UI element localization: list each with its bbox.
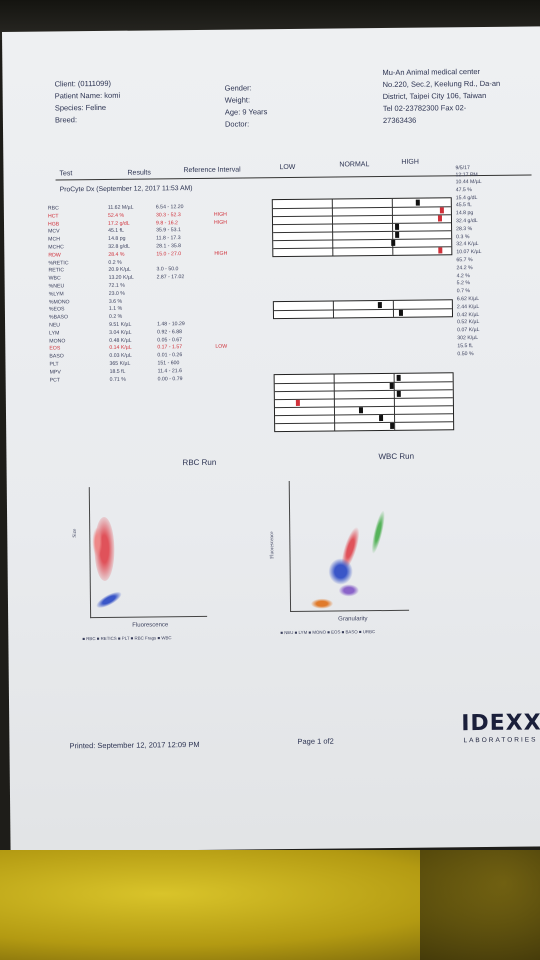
cell-flag: HIGH [213,219,228,226]
range-box-retic [272,299,454,320]
urbc-cluster [310,598,334,609]
cell-ref [156,262,214,263]
rbc-frags-cluster [92,526,103,558]
previous-result: 10.44 M/µL [455,178,482,186]
cell-test: PCT [49,376,61,384]
rbc-legend: ■ RBC ■ RETICS ■ PLT ■ RBC Frags ■ WBC [82,635,172,642]
col-test: Test [59,170,73,178]
range-marker [389,382,394,389]
range-row-divider [273,246,452,250]
page-number: Page 1 of2 [297,736,334,746]
clinic-line-4: Tel 02-23782300 Fax 02- [382,103,467,114]
col-high: HIGH [401,158,419,166]
range-row-divider [272,214,451,218]
cell-ref: 0.00 - 0.79 [157,375,183,382]
range-row-divider [273,230,452,234]
cell-ref [157,286,215,287]
wbc-xlabel: Granularity [338,616,368,623]
col-results: Results [127,169,151,177]
range-row-divider [274,397,453,401]
wbc-legend: ■ NEU ■ LYM ■ MONO ■ EOS ■ BASO ■ URBC [280,629,376,636]
range-marker [394,223,399,230]
gender: Gender: [224,83,252,93]
range-column-divider [392,300,394,317]
cell-ref: 15.0 - 27.0 [156,250,182,258]
weight: Weight: [224,95,251,105]
range-row-divider [275,413,454,417]
previous-result: 0.50 % [457,350,474,357]
run-title: ProCyte Dx (September 12, 2017 11:53 AM) [59,185,193,194]
table-row: PCT 0.71 % 0.00 - 0.79 [50,375,240,385]
idexx-logo-sub: LABORATORIES [463,736,538,745]
eos-cluster [369,509,388,555]
cell-ref [157,293,215,294]
previous-result: 0.07 K/µL [457,327,480,334]
col-low: LOW [279,163,296,172]
range-row-divider [274,381,453,385]
range-marker [394,231,399,238]
col-reference: Reference Interval [183,166,241,175]
client-label: Client: (0111099) [54,78,112,89]
clinic-line-2: No.220, Sec.2, Keelung Rd., Da-an [382,78,501,90]
previous-results-column: 10.44 M/µL 47.5 % 15.4 g/dL 45.5 fL 14.8 pg 3… [456,179,484,359]
printed-timestamp: Printed: September 12, 2017 12:09 PM [69,739,200,751]
wbc-run-title: WBC Run [378,451,415,462]
range-column-divider [333,301,335,318]
lym-cluster [328,558,353,585]
clinic-line-3: District, Taipei City 106, Taiwan [382,90,487,102]
species: Species: Feline [54,102,107,113]
range-row-divider [275,421,454,425]
rbc-ylabel: Size [71,528,78,538]
mono-cluster [338,584,359,597]
range-marker [438,215,443,222]
range-marker [438,247,443,254]
patient-name: Patient Name: komi [54,90,121,101]
cell-ref [157,301,215,302]
clinic-line-1: Mu-An Animal medical center [382,66,481,78]
range-marker [439,207,444,214]
range-marker [295,399,300,406]
range-row-divider [274,389,453,393]
cell-ref [157,309,215,310]
range-marker [396,374,401,381]
rbc-run-plot [88,485,208,619]
col-normal: NORMAL [339,161,370,169]
yellow-fabric-background [0,850,540,960]
cell-ref: 2.87 - 17.02 [156,274,185,281]
range-row-divider [272,206,451,210]
idexx-logo: IDEXX [461,710,540,737]
range-marker [391,239,396,246]
cell-flag: LOW [215,344,228,351]
doctor: Doctor: [224,119,250,129]
age: Age: 9 Years [224,107,268,117]
range-marker [415,199,420,206]
range-row-divider [274,405,453,409]
range-row-divider [273,222,452,226]
range-box-wbc [273,372,455,433]
range-marker [358,407,363,414]
range-marker [389,422,395,429]
wbc-run-plot [288,479,410,613]
range-marker [399,309,404,316]
rbc-run-title: RBC Run [182,457,217,468]
cell-result: 0.71 % [109,376,126,383]
plt-cluster [94,588,124,612]
clinic-line-5: 27363436 [382,115,417,126]
previous-result: 10.07 K/µL [456,249,482,256]
results-table: RBC 11.62 M/µL 6.54 - 12.20 HCT 52.4 % 30.3 -… [48,204,240,385]
range-marker [379,415,384,422]
breed: Breed: [54,115,78,125]
range-marker [378,302,383,309]
cell-flag: HIGH [214,250,228,257]
rbc-xlabel: Fluorescence [132,622,169,629]
lab-report-paper: Client: (0111099) Patient Name: komi Spe… [2,26,540,852]
range-marker [396,390,401,397]
range-row-divider [273,308,452,312]
cell-ref [157,317,215,318]
range-row-divider [273,238,452,242]
wbc-ylabel: Fluorescence [269,531,276,559]
range-box-rbc [271,197,453,258]
